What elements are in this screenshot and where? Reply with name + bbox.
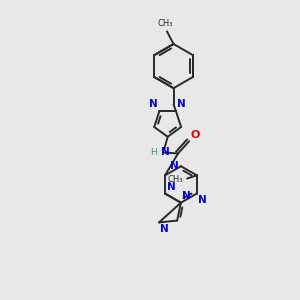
Text: N: N (177, 99, 186, 110)
Text: N: N (160, 147, 169, 157)
Text: N: N (160, 224, 169, 234)
Text: CH₃: CH₃ (158, 19, 173, 28)
Text: N: N (170, 161, 179, 171)
Text: CH₃: CH₃ (168, 175, 184, 184)
Text: N: N (167, 182, 176, 192)
Text: O: O (190, 130, 200, 140)
Text: N: N (199, 195, 207, 205)
Text: N: N (149, 99, 158, 110)
Text: N: N (182, 191, 191, 201)
Text: H: H (151, 148, 158, 157)
